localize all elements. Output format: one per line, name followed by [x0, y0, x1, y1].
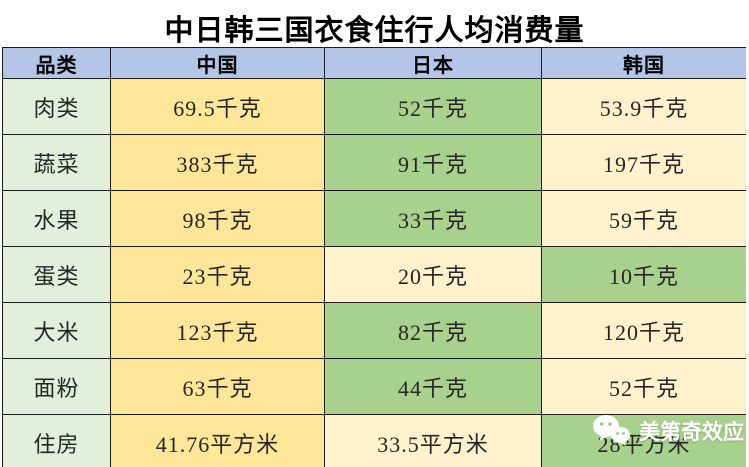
- category-cell: 面粉: [2, 358, 111, 415]
- page-title: 中日韩三国衣食住行人均消费量: [164, 15, 585, 47]
- value-cell-japan: 33千克: [324, 190, 542, 247]
- table-row-vegetables: 蔬菜 383千克 91千克 197千克: [2, 134, 746, 191]
- table-row-flour: 面粉 63千克 44千克 52千克: [2, 358, 746, 415]
- value-cell-japan: 82千克: [324, 302, 542, 359]
- consumption-table-wrap: 品类 中国 日本 韩国 肉类 69.5千克 52千克 53.9千克 蔬菜 383…: [2, 47, 746, 467]
- value-cell-china: 41.76平方米: [110, 414, 325, 467]
- consumption-table: 品类 中国 日本 韩国 肉类 69.5千克 52千克 53.9千克 蔬菜 383…: [2, 47, 746, 467]
- header-korea: 韩国: [541, 47, 746, 79]
- table-row-eggs: 蛋类 23千克 20千克 10千克: [2, 246, 746, 303]
- value-cell-japan: 91千克: [324, 134, 542, 191]
- category-cell: 水果: [2, 190, 111, 247]
- category-cell: 大米: [2, 302, 111, 359]
- category-cell: 蛋类: [2, 246, 111, 303]
- table-row-rice: 大米 123千克 82千克 120千克: [2, 302, 746, 359]
- value-cell-japan: 33.5平方米: [324, 414, 542, 467]
- value-cell-korea: 10千克: [541, 246, 746, 303]
- value-cell-korea: 52千克: [541, 358, 746, 415]
- table-row-meat: 肉类 69.5千克 52千克 53.9千克: [2, 78, 746, 135]
- value-cell-china: 123千克: [110, 302, 325, 359]
- value-cell-china: 383千克: [110, 134, 325, 191]
- header-category: 品类: [2, 47, 111, 79]
- value-cell-japan: 52千克: [324, 78, 542, 135]
- value-cell-korea: 197千克: [541, 134, 746, 191]
- table-row-housing: 住房 41.76平方米 33.5平方米 28平方米: [2, 414, 746, 467]
- value-cell-china: 63千克: [110, 358, 325, 415]
- category-cell: 住房: [2, 414, 111, 467]
- category-cell: 蔬菜: [2, 134, 111, 191]
- value-cell-china: 98千克: [110, 190, 325, 247]
- value-cell-korea: 59千克: [541, 190, 746, 247]
- header-japan: 日本: [324, 47, 542, 79]
- value-cell-korea: 28平方米: [541, 414, 746, 467]
- category-cell: 肉类: [2, 78, 111, 135]
- value-cell-japan: 44千克: [324, 358, 542, 415]
- value-cell-korea: 53.9千克: [541, 78, 746, 135]
- value-cell-japan: 20千克: [324, 246, 542, 303]
- table-header-row: 品类 中国 日本 韩国: [2, 47, 746, 79]
- header-china: 中国: [110, 47, 325, 79]
- table-row-fruit: 水果 98千克 33千克 59千克: [2, 190, 746, 247]
- value-cell-korea: 120千克: [541, 302, 746, 359]
- value-cell-china: 23千克: [110, 246, 325, 303]
- value-cell-china: 69.5千克: [110, 78, 325, 135]
